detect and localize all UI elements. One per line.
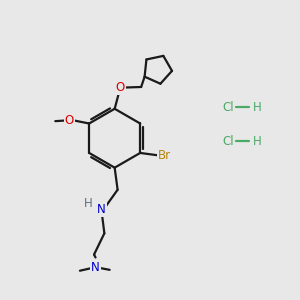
Text: Br: Br (158, 149, 171, 162)
Text: H: H (253, 101, 262, 114)
Text: Cl: Cl (222, 101, 234, 114)
Text: N: N (91, 261, 100, 274)
Text: O: O (64, 114, 74, 127)
Text: O: O (115, 81, 124, 94)
Text: Cl: Cl (222, 135, 234, 148)
Text: N: N (97, 203, 106, 216)
Text: H: H (253, 135, 262, 148)
Text: H: H (84, 197, 92, 210)
